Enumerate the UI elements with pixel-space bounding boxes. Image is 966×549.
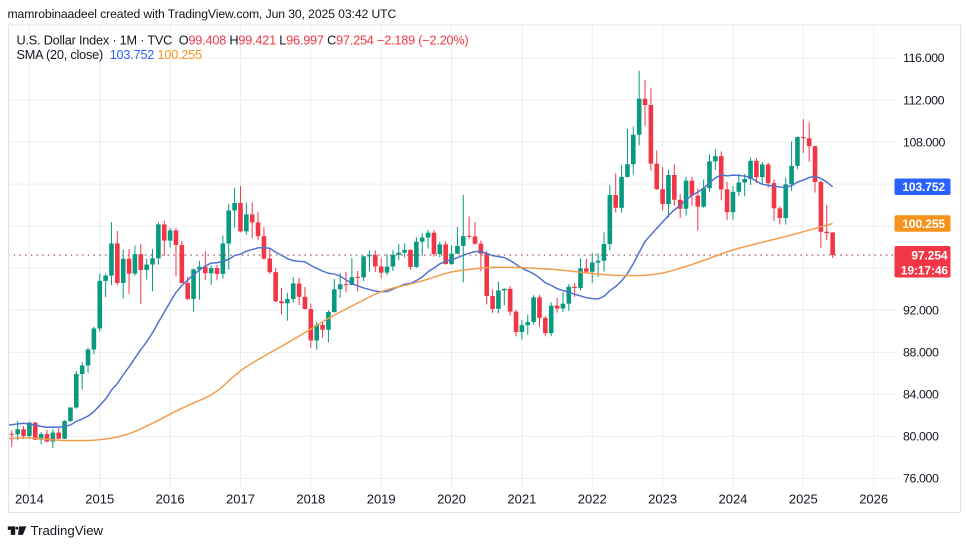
svg-text:SMA (20, close) 103.752 100.2: SMA (20, close) 103.752 100.255	[17, 48, 203, 62]
svg-text:100.255: 100.255	[902, 217, 945, 231]
svg-text:108.000: 108.000	[903, 135, 945, 149]
svg-text:76.000: 76.000	[903, 472, 939, 486]
svg-text:2023: 2023	[648, 492, 677, 507]
svg-text:2017: 2017	[226, 492, 255, 507]
svg-text:2022: 2022	[578, 492, 607, 507]
svg-text:2020: 2020	[437, 492, 466, 507]
svg-text:97.254: 97.254	[911, 249, 948, 263]
svg-text:88.000: 88.000	[903, 346, 939, 360]
svg-text:2025: 2025	[789, 492, 818, 507]
svg-text:2026: 2026	[859, 492, 888, 507]
svg-text:19:17:46: 19:17:46	[901, 264, 949, 278]
svg-text:2014: 2014	[15, 492, 44, 507]
svg-text:92.000: 92.000	[903, 303, 939, 317]
svg-text:84.000: 84.000	[903, 388, 939, 402]
svg-text:103.752: 103.752	[902, 180, 945, 194]
svg-text:2018: 2018	[296, 492, 325, 507]
svg-text:mamrobinaadeel created with Tr: mamrobinaadeel created with TradingView.…	[8, 7, 397, 21]
svg-text:2015: 2015	[85, 492, 114, 507]
svg-text:80.000: 80.000	[903, 430, 939, 444]
svg-text:112.000: 112.000	[903, 93, 945, 107]
svg-text:2016: 2016	[156, 492, 185, 507]
svg-text:2019: 2019	[367, 492, 396, 507]
svg-text:TradingView: TradingView	[31, 523, 104, 538]
svg-text:2021: 2021	[507, 492, 536, 507]
svg-text:2024: 2024	[718, 492, 747, 507]
svg-text:116.000: 116.000	[903, 51, 945, 65]
svg-text:U.S. Dollar Index · 1M · TVC: U.S. Dollar Index · 1M · TVC O99.408 H99…	[17, 34, 469, 48]
